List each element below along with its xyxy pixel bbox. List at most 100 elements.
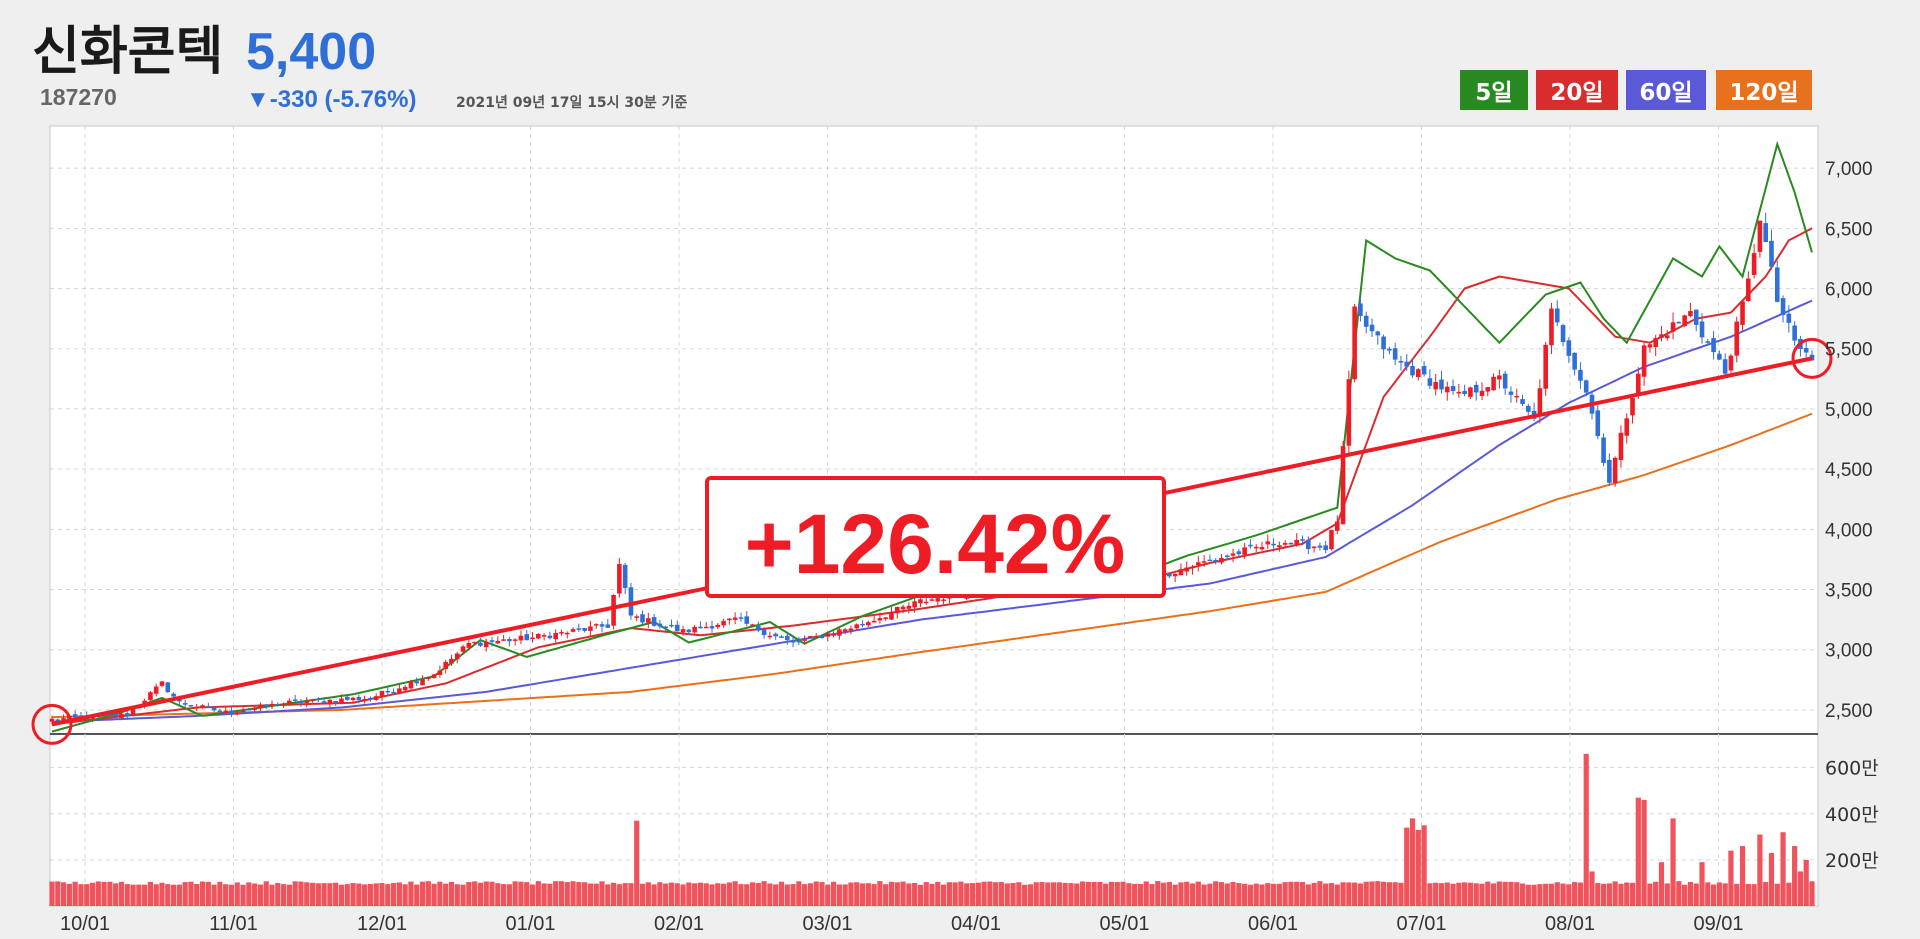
volume-bar <box>657 882 663 906</box>
candle-body <box>1439 379 1444 390</box>
candle-body <box>217 710 223 713</box>
legend-ma5[interactable]: 5일 <box>1460 70 1528 110</box>
candle-body <box>1618 432 1624 461</box>
volume-bar <box>981 881 987 906</box>
candle-body <box>518 635 524 641</box>
candle-body <box>460 646 466 652</box>
volume-panel <box>49 733 1819 907</box>
volume-bar <box>1155 881 1161 906</box>
volume-bar <box>1357 883 1364 906</box>
candle-body <box>1392 348 1398 360</box>
candle-body <box>1705 341 1711 343</box>
volume-bar <box>1803 859 1809 906</box>
candle-body <box>1271 543 1276 546</box>
volume-tick-label: 400만 <box>1825 804 1879 826</box>
volume-bar <box>257 884 264 906</box>
candle-body <box>1190 566 1195 569</box>
volume-bar <box>60 882 67 906</box>
volume-bar <box>1531 884 1537 906</box>
volume-bar <box>796 881 802 906</box>
candle-body <box>49 718 55 722</box>
candle-body <box>483 641 489 648</box>
price-tick-label: 6,500 <box>1825 219 1873 240</box>
volume-bar <box>778 881 785 906</box>
candle-body <box>1444 386 1450 393</box>
candle-body <box>750 624 755 626</box>
candle-body <box>1757 220 1763 252</box>
volume-bar <box>472 881 478 906</box>
volume-bar <box>1213 881 1219 906</box>
volume-bar <box>1346 882 1352 906</box>
candle-body <box>767 635 773 638</box>
volume-bar <box>1658 862 1665 906</box>
volume-bar <box>1629 882 1636 906</box>
volume-bar <box>304 882 310 906</box>
candle-body <box>258 704 263 709</box>
volume-bar <box>1508 881 1514 906</box>
candle-body <box>883 617 888 619</box>
candle-body <box>130 709 136 716</box>
legend-ma20[interactable]: 20일 <box>1536 70 1618 110</box>
candle-body <box>466 642 472 648</box>
volume-bar <box>72 881 78 906</box>
candle-body <box>1352 306 1357 380</box>
volume-bar <box>1091 881 1097 906</box>
candle-body <box>1508 391 1514 395</box>
candle-body <box>854 624 860 629</box>
volume-bar <box>1340 882 1346 906</box>
volume-bar <box>1676 881 1682 906</box>
candle-body <box>159 681 165 686</box>
candle-body <box>281 703 286 706</box>
volume-bar <box>628 883 634 906</box>
candle-body <box>1387 348 1392 351</box>
candle-body <box>1311 546 1317 549</box>
volume-bar <box>1618 883 1624 906</box>
candle-body <box>304 701 310 703</box>
month-tick-label: 12/01 <box>357 913 407 935</box>
candle-body <box>1751 253 1757 275</box>
volume-bar <box>118 881 125 906</box>
candle-body <box>1583 380 1589 393</box>
candle-body <box>1381 336 1386 350</box>
candle-body <box>761 629 767 636</box>
legend-ma60[interactable]: 60일 <box>1626 70 1706 110</box>
month-tick-label: 07/01 <box>1396 913 1446 935</box>
volume-bar <box>89 882 96 906</box>
volume-bar <box>842 884 848 906</box>
volume-bar <box>975 882 981 906</box>
volume-bar <box>964 883 970 906</box>
volume-bar <box>379 883 385 906</box>
volume-bar <box>998 882 1005 906</box>
stock-name: 신화콘텍 <box>32 22 224 82</box>
volume-bar <box>246 882 252 906</box>
candle-body <box>142 700 147 705</box>
timestamp: 2021년 09년 17일 15시 30분 기준 <box>456 95 688 111</box>
volume-tick-label: 600만 <box>1825 758 1879 780</box>
volume-bar <box>1027 884 1034 906</box>
candle-body <box>113 712 118 717</box>
volume-bar <box>993 882 999 906</box>
volume-bar <box>1809 881 1815 906</box>
volume-bar <box>1195 881 1201 906</box>
candle-body <box>576 628 582 630</box>
volume-bar <box>1525 884 1531 906</box>
volume-bar <box>136 884 142 906</box>
legend-ma120[interactable]: 120일 <box>1716 70 1812 110</box>
candle-body <box>1323 545 1328 551</box>
candle-body <box>1172 573 1178 577</box>
volume-bar <box>182 882 188 906</box>
volume-bar <box>529 884 536 906</box>
candle-body <box>1647 344 1653 348</box>
volume-bar <box>1305 884 1311 906</box>
candle-body <box>1676 322 1682 324</box>
candle-body <box>1184 567 1190 572</box>
volume-bar <box>564 882 570 906</box>
volume-bar <box>825 884 831 906</box>
volume-bar <box>1201 884 1207 906</box>
volume-bar <box>1774 883 1780 906</box>
candle-body <box>524 634 530 641</box>
candle-body <box>912 601 917 608</box>
candle-body <box>553 633 558 640</box>
candle-body <box>200 705 205 707</box>
volume-bar <box>1687 881 1694 906</box>
